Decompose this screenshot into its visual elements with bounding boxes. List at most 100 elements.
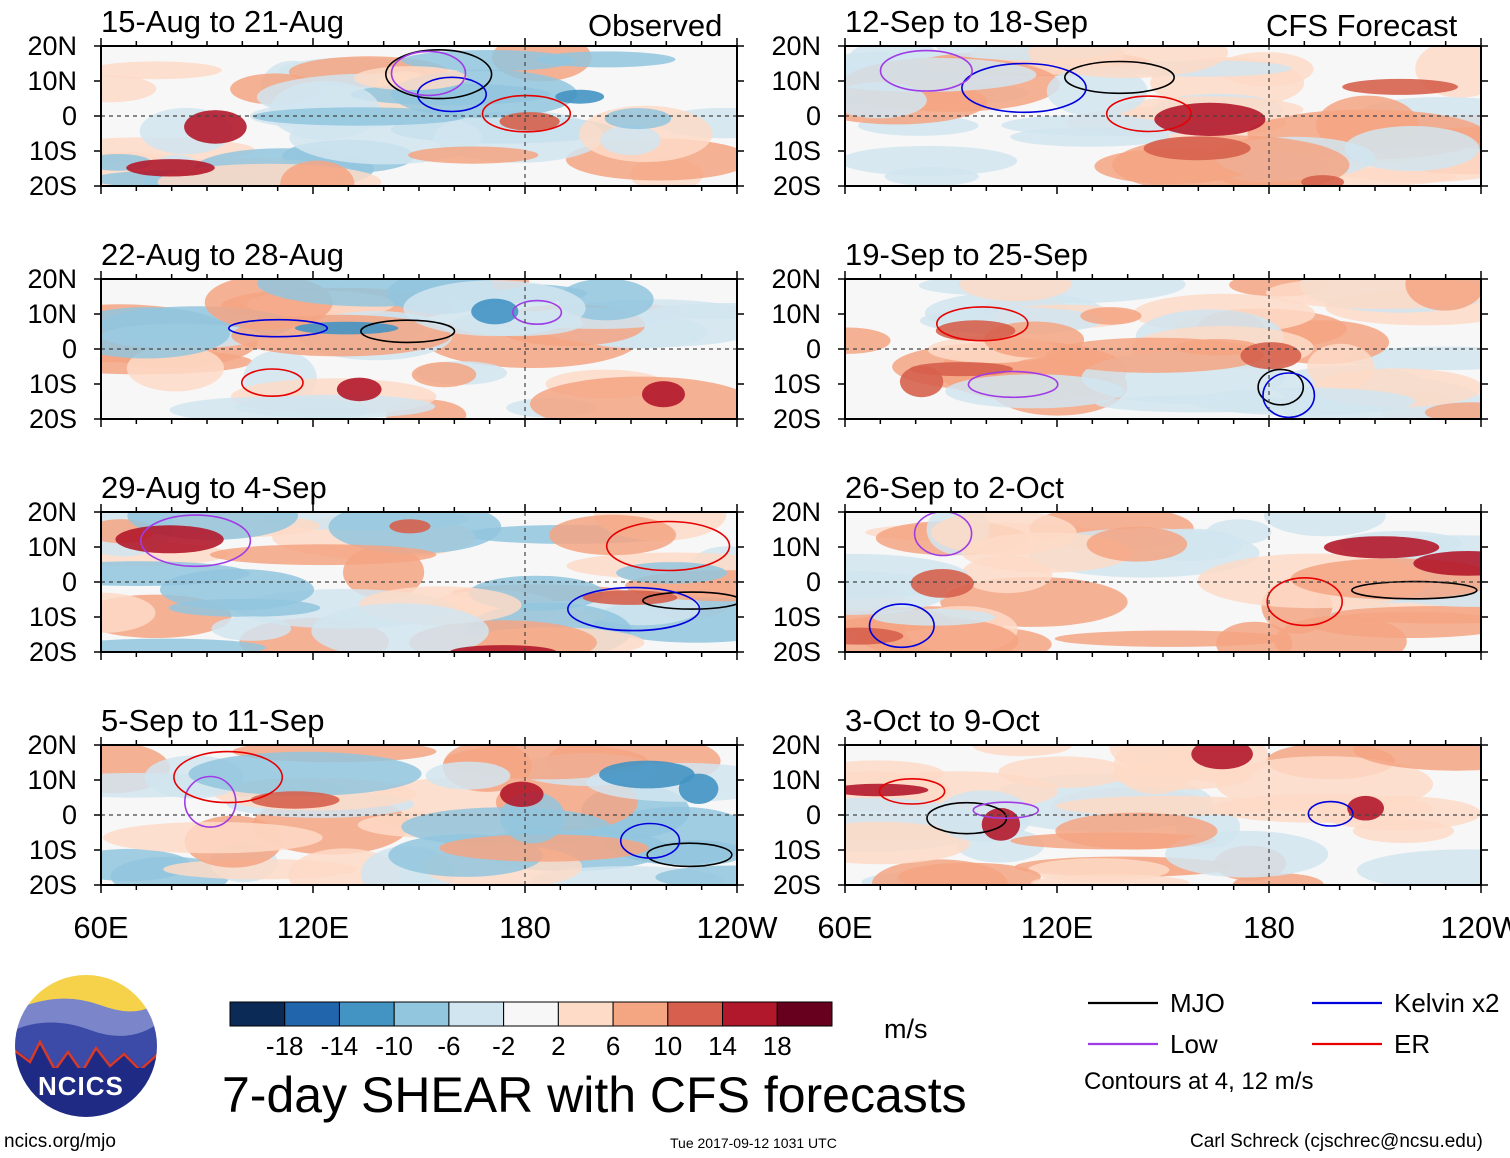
xtick-col1-3: 120W	[1440, 910, 1510, 945]
colorbar-tick-7: 10	[653, 1031, 683, 1061]
ytick-obs-2-4: 20S	[28, 404, 77, 434]
panel-title-fc-4: 3-Oct to 9-Oct	[845, 703, 1040, 738]
ytick-obs-3-3: 10S	[28, 602, 77, 632]
panel-shading	[101, 279, 737, 419]
ytick-fc-3-2: 0	[805, 567, 821, 597]
column-label-forecast: CFS Forecast	[1266, 8, 1458, 43]
ytick-obs-1-4: 20S	[28, 171, 77, 201]
units-label: m/s	[884, 1014, 928, 1044]
ytick-obs-2-0: 20N	[27, 264, 77, 294]
colorbar-tick-2: -10	[375, 1031, 413, 1061]
panel-fc-4	[838, 737, 1488, 893]
legend-label-3: ER	[1394, 1029, 1431, 1059]
colorbar-swatch	[338, 1001, 395, 1027]
footer-timestamp: Tue 2017-09-12 1031 UTC	[670, 1135, 837, 1151]
ytick-obs-1-1: 10N	[27, 66, 77, 96]
panel-shading	[845, 512, 1481, 652]
colorbar-swatch	[722, 1001, 778, 1027]
ytick-fc-3-3: 10S	[772, 602, 821, 632]
colorbar-swatch	[612, 1001, 669, 1027]
panel-shading	[845, 745, 1481, 885]
colorbar-swatch	[557, 1001, 614, 1027]
colorbar-tick-9: 18	[762, 1031, 792, 1061]
ytick-fc-1-1: 10N	[771, 66, 821, 96]
xtick-col0-0: 60E	[73, 910, 129, 945]
ytick-fc-4-3: 10S	[772, 835, 821, 865]
colorbar-tick-8: 14	[708, 1031, 737, 1061]
colorbar-swatch	[229, 1001, 286, 1027]
ytick-obs-1-3: 10S	[28, 136, 77, 166]
ytick-obs-4-4: 20S	[28, 870, 77, 900]
ytick-fc-3-1: 10N	[771, 532, 821, 562]
panel-shading	[845, 279, 1481, 419]
footer-author: Carl Schreck (cjschrec@ncsu.edu)	[1190, 1131, 1483, 1152]
xtick-col1-0: 60E	[817, 910, 873, 945]
ytick-fc-2-0: 20N	[771, 264, 821, 294]
panel-shading	[845, 46, 1481, 186]
ytick-fc-1-0: 20N	[771, 31, 821, 61]
legend-label-0: MJO	[1170, 988, 1225, 1018]
xtick-col1-2: 180	[1243, 910, 1295, 945]
panel-title-obs-1: 15-Aug to 21-Aug	[101, 4, 345, 39]
xtick-col0-2: 180	[499, 910, 551, 945]
panel-obs-4	[94, 737, 744, 893]
ytick-fc-4-2: 0	[805, 800, 821, 830]
panel-obs-1	[94, 38, 744, 194]
ytick-obs-1-2: 0	[61, 101, 77, 131]
panel-fc-3	[838, 504, 1488, 660]
ytick-obs-2-2: 0	[61, 334, 77, 364]
colorbar-tick-3: -6	[437, 1031, 461, 1061]
ytick-obs-1-0: 20N	[27, 31, 77, 61]
chart-title: 7-day SHEAR with CFS forecasts	[222, 1067, 967, 1123]
ncics-logo-text: NCICS	[38, 1071, 124, 1101]
ytick-fc-4-0: 20N	[771, 730, 821, 760]
legend-label-2: Low	[1170, 1029, 1218, 1059]
colorbar-swatch	[393, 1001, 450, 1027]
legend	[1088, 1001, 1382, 1046]
ytick-obs-4-2: 0	[61, 800, 77, 830]
colorbar-tick-5: 2	[551, 1031, 566, 1061]
ytick-fc-2-3: 10S	[772, 369, 821, 399]
panel-title-fc-1: 12-Sep to 18-Sep	[845, 4, 1089, 39]
colorbar-tick-0: -18	[265, 1031, 304, 1061]
ytick-fc-3-4: 20S	[772, 637, 821, 667]
ncics-logo	[13, 973, 159, 1119]
ytick-obs-3-4: 20S	[28, 637, 77, 667]
xtick-col1-1: 120E	[1020, 910, 1094, 945]
panel-shading	[101, 512, 737, 652]
colorbar-tick-6: 6	[605, 1031, 621, 1061]
colorbar-tick-1: -14	[320, 1031, 359, 1061]
panel-title-obs-2: 22-Aug to 28-Aug	[101, 237, 345, 272]
colorbar	[229, 1001, 833, 1027]
panel-shading	[101, 46, 737, 186]
contour-note: Contours at 4, 12 m/s	[1084, 1068, 1314, 1095]
ytick-obs-3-1: 10N	[27, 532, 77, 562]
ytick-fc-1-3: 10S	[772, 136, 821, 166]
panel-fc-2	[838, 271, 1488, 427]
panel-title-fc-3: 26-Sep to 2-Oct	[845, 470, 1064, 505]
ytick-fc-2-1: 10N	[771, 299, 821, 329]
colorbar-swatch	[284, 1001, 340, 1027]
ytick-obs-3-0: 20N	[27, 497, 77, 527]
colorbar-swatch	[503, 1001, 559, 1027]
colorbar-tick-4: -2	[492, 1031, 516, 1061]
colorbar-swatch	[448, 1001, 505, 1027]
ytick-obs-4-0: 20N	[27, 730, 77, 760]
column-label-observed: Observed	[588, 8, 723, 43]
panel-title-fc-2: 19-Sep to 25-Sep	[845, 237, 1089, 272]
panel-title-obs-3: 29-Aug to 4-Sep	[101, 470, 327, 505]
panel-obs-2	[94, 271, 744, 427]
ytick-obs-3-2: 0	[61, 567, 77, 597]
ytick-fc-2-4: 20S	[772, 404, 821, 434]
ytick-obs-2-1: 10N	[27, 299, 77, 329]
colorbar-swatch	[776, 1001, 833, 1027]
legend-label-1: Kelvin x2	[1394, 988, 1500, 1018]
ytick-fc-1-4: 20S	[772, 171, 821, 201]
colorbar-swatch	[667, 1001, 724, 1027]
ytick-fc-4-4: 20S	[772, 870, 821, 900]
xtick-col0-1: 120E	[276, 910, 350, 945]
xtick-col0-3: 120W	[696, 910, 778, 945]
ytick-fc-2-2: 0	[805, 334, 821, 364]
